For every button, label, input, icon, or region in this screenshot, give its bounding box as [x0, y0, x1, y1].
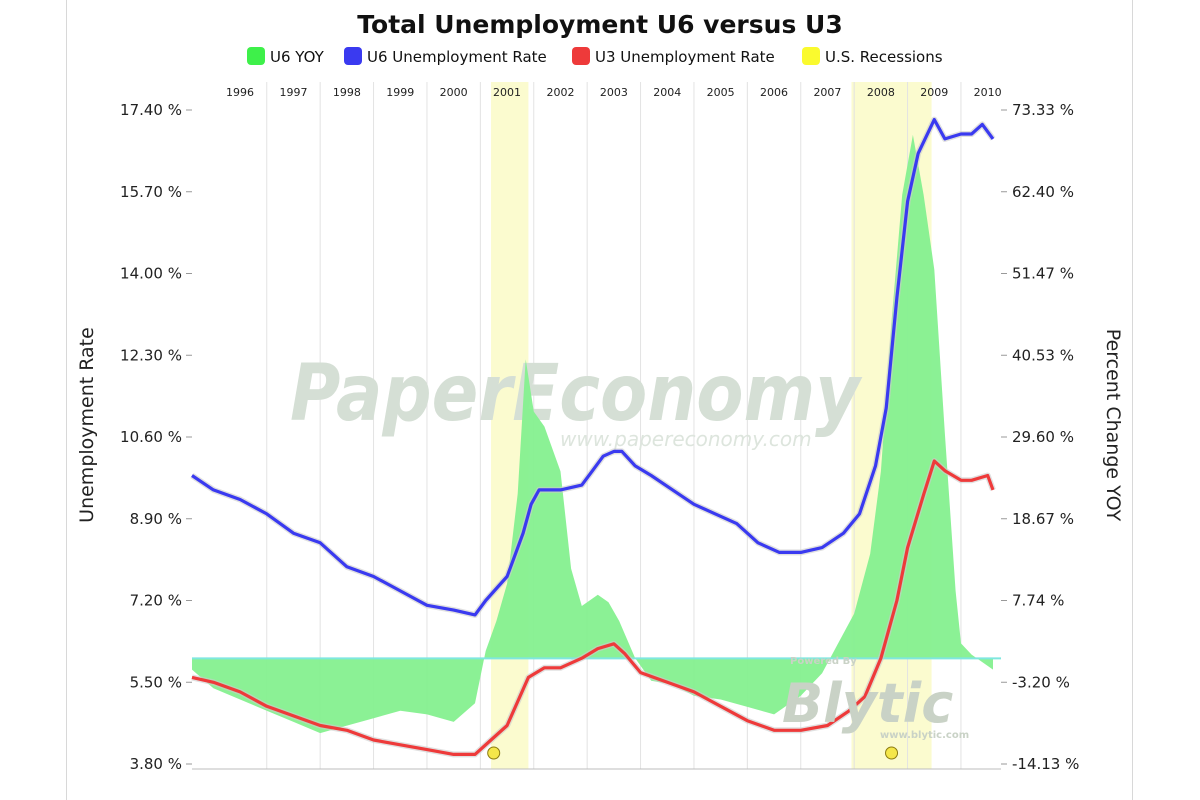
legend-swatch	[802, 47, 820, 65]
frame-left-rule	[66, 0, 67, 800]
right-tick-label: 29.60 %	[1012, 428, 1074, 446]
year-label-2006: 2006	[760, 86, 788, 99]
legend-item-u-s-recessions[interactable]: U.S. Recessions	[802, 47, 943, 66]
year-label-2010: 2010	[974, 86, 1002, 99]
legend-item-u3-unemployment-rate[interactable]: U3 Unemployment Rate	[572, 47, 775, 66]
year-label-1998: 1998	[333, 86, 361, 99]
legend-label: U3 Unemployment Rate	[595, 48, 775, 66]
legend-label: U.S. Recessions	[825, 48, 943, 66]
legend-label: U6 YOY	[270, 48, 325, 66]
left-tick-label: 8.90 %	[130, 510, 182, 528]
u6-yoy-area-layer	[192, 134, 1001, 734]
year-label-2000: 2000	[440, 86, 468, 99]
left-axis-title: Unemployment Rate	[76, 327, 98, 523]
u6-unemployment-rate-line	[191, 117, 995, 617]
legend-swatch	[344, 47, 362, 65]
legend-label: U6 Unemployment Rate	[367, 48, 547, 66]
year-labels: 1996 1997 1998 1999 2000 2001 2002 2003 2004 2005…	[226, 86, 1002, 99]
left-tick-label: 17.40 %	[120, 101, 182, 119]
u6-yoy-area	[192, 134, 993, 734]
legend-swatch	[572, 47, 590, 65]
chart-title: Total Unemployment U6 versus U3	[357, 10, 842, 39]
right-axis: -14.13 % -3.20 % 7.74 % 18.67 % 29.60 % 40.53…	[1001, 101, 1079, 773]
left-axis: 3.80 % 5.50 % 7.20 % 8.90 % 10.60 % 12.30 % 14…	[120, 101, 192, 773]
year-label-2001: 2001	[493, 86, 521, 99]
year-label-2007: 2007	[813, 86, 841, 99]
recession-markers	[487, 746, 899, 760]
legend: U6 YOY U6 Unemployment Rate U3 Unemploymen…	[247, 47, 943, 66]
year-label-2008: 2008	[867, 86, 895, 99]
u3-unemployment-rate-line	[191, 459, 995, 757]
right-tick-label: 18.67 %	[1012, 510, 1074, 528]
year-label-1997: 1997	[279, 86, 307, 99]
right-tick-label: 51.47 %	[1012, 265, 1074, 283]
right-tick-label: 7.74 %	[1012, 592, 1064, 610]
legend-item-u6-unemployment-rate[interactable]: U6 Unemployment Rate	[344, 47, 547, 66]
brand-powered: Powered By	[790, 656, 857, 667]
right-tick-label: 62.40 %	[1012, 183, 1074, 201]
year-label-2002: 2002	[546, 86, 574, 99]
legend-swatch	[247, 47, 265, 65]
frame-right-rule	[1132, 0, 1133, 800]
left-tick-label: 14.00 %	[120, 265, 182, 283]
right-tick-label: -3.20 %	[1012, 673, 1070, 691]
right-tick-label: 73.33 %	[1012, 101, 1074, 119]
year-label-1996: 1996	[226, 86, 254, 99]
left-tick-label: 12.30 %	[120, 346, 182, 364]
watermark: PaperEconomy	[290, 349, 863, 439]
right-tick-label: 40.53 %	[1012, 346, 1074, 364]
left-tick-label: 15.70 %	[120, 183, 182, 201]
year-label-2003: 2003	[600, 86, 628, 99]
right-axis-title: Percent Change YOY	[1102, 329, 1124, 522]
year-label-2005: 2005	[707, 86, 735, 99]
right-tick-label: -14.13 %	[1012, 755, 1079, 773]
brand-url: www.blytic.com	[880, 730, 969, 741]
brand-name: Blytic	[782, 672, 953, 735]
year-label-1999: 1999	[386, 86, 414, 99]
left-tick-label: 3.80 %	[130, 755, 182, 773]
left-tick-label: 7.20 %	[130, 592, 182, 610]
legend-item-u6-yoy[interactable]: U6 YOY	[247, 47, 325, 66]
left-tick-label: 10.60 %	[120, 428, 182, 446]
left-tick-label: 5.50 %	[130, 673, 182, 691]
series-lines	[190, 116, 996, 758]
recession-marker-2[interactable]	[885, 746, 899, 760]
year-label-2004: 2004	[653, 86, 681, 99]
watermark-url: www.papereconomy.com	[560, 427, 812, 451]
year-label-2009: 2009	[920, 86, 948, 99]
recession-marker-1[interactable]	[487, 746, 501, 760]
